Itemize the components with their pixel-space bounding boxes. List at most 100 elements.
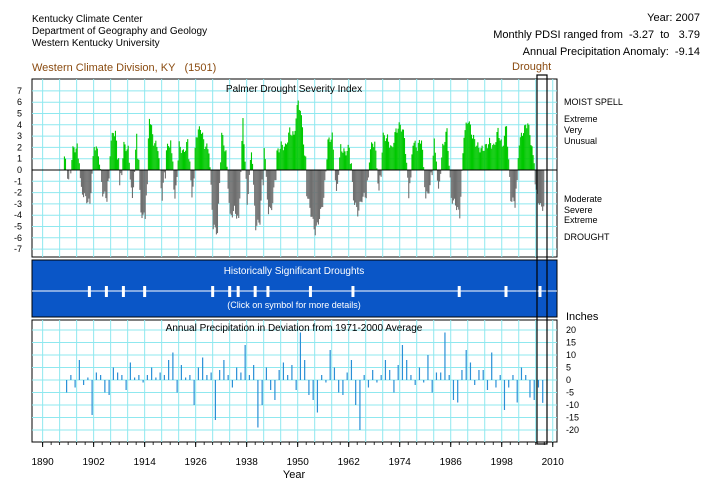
- precip-bar: [469, 362, 472, 380]
- pdsi-title: Palmer Drought Severity Index: [226, 84, 362, 95]
- pdsi-bar: [422, 149, 424, 170]
- pdsi-bar: [380, 170, 382, 177]
- pdsi-bar: [123, 141, 125, 170]
- precip-bar: [397, 365, 399, 380]
- precip-bar: [253, 365, 255, 380]
- pdsi-bar: [360, 170, 362, 202]
- selected-year-highlight[interactable]: [536, 74, 548, 445]
- precip-bar: [100, 375, 102, 380]
- drought-marker[interactable]: [538, 286, 542, 297]
- pdsi-bar: [444, 141, 446, 170]
- pdsi-bar: [390, 145, 392, 170]
- drought-marker[interactable]: [236, 286, 240, 297]
- pdsi-bar: [114, 130, 116, 170]
- precip-bar: [393, 380, 395, 393]
- precip-bar: [176, 380, 178, 393]
- pdsi-bar: [318, 170, 321, 220]
- pdsi-bar: [534, 170, 536, 185]
- precip-bar: [202, 357, 204, 380]
- pdsi-bar: [483, 150, 485, 170]
- pdsi-bar: [537, 170, 539, 204]
- pdsi-bar: [471, 138, 474, 170]
- pdsi-bar: [211, 170, 213, 210]
- pdsi-bar: [230, 170, 232, 215]
- pdsi-bar: [256, 170, 258, 226]
- drought-marker[interactable]: [308, 286, 312, 297]
- pdsi-bar: [366, 170, 368, 181]
- pdsi-bar: [80, 170, 82, 187]
- pdsi-bar: [98, 164, 101, 170]
- precip-bar: [316, 380, 319, 413]
- pdsi-bar: [364, 170, 366, 198]
- anomaly-value: -9.14: [674, 46, 700, 58]
- pdsi-bar: [460, 170, 462, 197]
- pdsi-bar: [409, 170, 411, 184]
- pdsi-y-tick-label: 1: [17, 154, 22, 164]
- pdsi-bar: [358, 170, 360, 211]
- pdsi-bar: [121, 170, 123, 176]
- pdsi-bar: [135, 149, 137, 170]
- pdsi-y-tick-label: -6: [14, 233, 22, 243]
- precip-bar: [206, 375, 208, 380]
- pdsi-bar: [432, 155, 434, 170]
- pdsi-bar: [173, 170, 175, 190]
- pdsi-bar: [396, 132, 398, 170]
- precip-bar: [452, 380, 455, 400]
- pdsi-bar: [372, 143, 374, 170]
- pdsi-bar: [466, 123, 468, 170]
- drought-marker[interactable]: [504, 286, 508, 297]
- pdsi-bar: [247, 170, 249, 195]
- pdsi-bar: [532, 155, 534, 170]
- pdsi-bar: [104, 170, 106, 192]
- drought-marker[interactable]: [253, 286, 257, 297]
- label-drought: DROUGHT: [564, 232, 610, 242]
- pdsi-bar: [543, 170, 545, 207]
- x-axis: 1890 1902 1914 1926 1938 1950 1962 1974 1986 1998…: [32, 442, 564, 468]
- drought-marker[interactable]: [87, 286, 91, 297]
- drought-marker[interactable]: [121, 286, 125, 297]
- precip-bar: [444, 332, 446, 380]
- pdsi-bar: [393, 142, 395, 170]
- pdsi-bar: [91, 170, 93, 174]
- drought-marker[interactable]: [104, 286, 108, 297]
- pdsi-bar: [325, 170, 327, 172]
- drought-marker[interactable]: [457, 286, 461, 297]
- pdsi-bar: [287, 142, 289, 170]
- pdsi-bar: [395, 128, 397, 170]
- pdsi-bar: [307, 170, 309, 199]
- pdsi-bar: [246, 170, 248, 205]
- drought-marker[interactable]: [143, 286, 147, 297]
- drought-marker[interactable]: [351, 286, 355, 297]
- pdsi-bar: [161, 170, 163, 201]
- pdsi-bar: [84, 170, 86, 194]
- pdsi-bar: [260, 170, 262, 201]
- pdsi-bar: [142, 170, 144, 215]
- precip-bar: [508, 380, 510, 388]
- pdsi-bar: [229, 170, 231, 214]
- pdsi-bar: [426, 170, 428, 192]
- pdsi-bar: [385, 138, 387, 170]
- precip-units-label: Inches: [566, 311, 599, 323]
- pdsi-bar: [512, 170, 514, 198]
- drought-marker[interactable]: [211, 286, 215, 297]
- pdsi-bar: [306, 170, 308, 197]
- pdsi-bar: [500, 139, 502, 170]
- pdsi-bar: [162, 170, 164, 183]
- pdsi-bar: [328, 137, 330, 170]
- pdsi-bar: [343, 148, 345, 170]
- pdsi-bar: [410, 170, 412, 178]
- pdsi-bar: [93, 146, 95, 170]
- pdsi-max-value: 3.79: [678, 29, 700, 41]
- pdsi-bar: [477, 142, 479, 170]
- pdsi-bar: [186, 141, 188, 170]
- pdsi-bar: [297, 100, 299, 170]
- pdsi-bar: [213, 170, 215, 225]
- pdsi-bar: [474, 139, 476, 170]
- pdsi-bar: [414, 140, 416, 170]
- pdsi-bar: [448, 165, 450, 170]
- pdsi-bar: [171, 153, 173, 170]
- drought-marker[interactable]: [266, 286, 270, 297]
- pdsi-bar: [402, 129, 405, 170]
- pdsi-bar: [434, 152, 436, 170]
- drought-marker[interactable]: [228, 286, 232, 297]
